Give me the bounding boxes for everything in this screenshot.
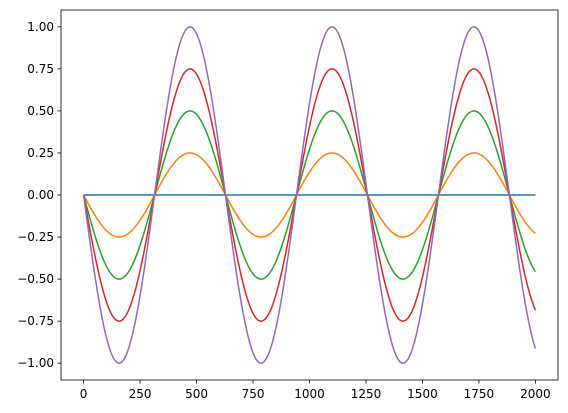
- y-tick-label: −0.25: [17, 230, 54, 244]
- series-line-1: [82, 152, 536, 238]
- y-tick-label: 1.00: [27, 20, 54, 34]
- axes-frame: [60, 9, 559, 381]
- x-tick-label: 1750: [464, 387, 495, 401]
- x-tick-label: 250: [129, 387, 152, 401]
- y-tick-label: 0.75: [27, 62, 54, 76]
- y-tick-label: 0.00: [27, 188, 54, 202]
- y-tick-label: −0.75: [17, 314, 54, 328]
- x-tick-label: 2000: [520, 387, 551, 401]
- x-tick-label: 0: [80, 387, 88, 401]
- series-line-4: [82, 26, 537, 364]
- series-line-2: [82, 110, 537, 280]
- x-tick-label: 500: [185, 387, 208, 401]
- x-tick-label: 1500: [407, 387, 438, 401]
- y-tick-label: −1.00: [17, 356, 54, 370]
- y-tick-label: 0.50: [27, 104, 54, 118]
- x-tick-label: 750: [242, 387, 265, 401]
- y-tick-label: −0.50: [17, 272, 54, 286]
- x-axis: 0 250 500 750 1000 1250 1500 1750 2000: [80, 380, 551, 401]
- series-layer: [82, 26, 537, 364]
- x-tick-label: 1250: [351, 387, 382, 401]
- y-axis: −1.00 −0.75 −0.50 −0.25 0.00 0.25 0.50 0.75 1.00: [17, 20, 61, 370]
- series-line-3: [82, 68, 537, 322]
- y-tick-label: 0.25: [27, 146, 54, 160]
- x-tick-label: 1000: [294, 387, 325, 401]
